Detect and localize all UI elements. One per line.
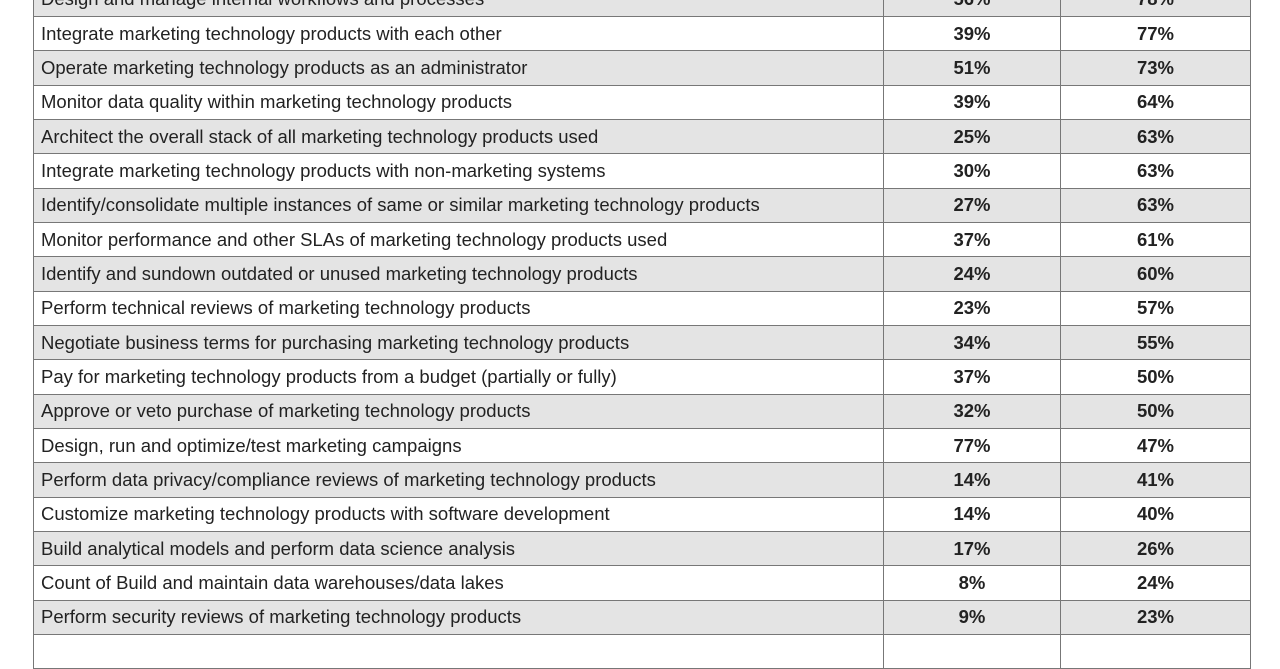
value-col-2: 23% (1060, 599, 1251, 636)
table-row: Monitor performance and other SLAs of ma… (33, 222, 1251, 258)
row-label: Negotiate business terms for purchasing … (33, 325, 884, 361)
value-col-2: 64% (1060, 84, 1251, 120)
value-col-1: 8% (883, 565, 1061, 601)
value-col-1: 30% (883, 153, 1061, 189)
row-label: Design, run and optimize/test marketing … (33, 428, 884, 464)
value-col-2: 63% (1060, 187, 1251, 224)
value-col-1: 37% (883, 359, 1061, 395)
value-col-2: 73% (1060, 50, 1251, 86)
value-col-2: 57% (1060, 290, 1251, 327)
value-col-1: 39% (883, 15, 1061, 52)
value-col-2: 47% (1060, 428, 1251, 464)
value-col-1: 51% (883, 50, 1061, 86)
value-col-2: 26% (1060, 531, 1251, 567)
row-label: Build analytical models and perform data… (33, 531, 884, 567)
table-row: Identify/consolidate multiple instances … (33, 187, 1251, 224)
table-row: Approve or veto purchase of marketing te… (33, 393, 1251, 430)
row-label: Perform security reviews of marketing te… (33, 599, 884, 636)
table-row: Monitor data quality within marketing te… (33, 84, 1251, 120)
table-row: Integrate marketing technology products … (33, 153, 1251, 189)
table-row: Identify and sundown outdated or unused … (33, 256, 1251, 292)
table-row: Architect the overall stack of all marke… (33, 118, 1251, 155)
value-col-1: 27% (883, 187, 1061, 224)
value-col-2: 63% (1060, 153, 1251, 189)
row-label: Customize marketing technology products … (33, 496, 884, 533)
row-label: Perform technical reviews of marketing t… (33, 290, 884, 327)
row-label: Integrate marketing technology products … (33, 153, 884, 189)
value-col-1: 39% (883, 84, 1061, 120)
row-label: Monitor performance and other SLAs of ma… (33, 222, 884, 258)
value-col-2: 55% (1060, 325, 1251, 361)
value-col-2: 50% (1060, 359, 1251, 395)
value-col-1: 24% (883, 256, 1061, 292)
value-col-1: 25% (883, 118, 1061, 155)
row-label: Approve or veto purchase of marketing te… (33, 393, 884, 430)
table-row: Pay for marketing technology products fr… (33, 359, 1251, 395)
value-col-1: 56% (883, 0, 1061, 17)
table-row: Perform security reviews of marketing te… (33, 599, 1251, 636)
row-label: Operate marketing technology products as… (33, 50, 884, 86)
table-row: Design and manage internal workflows and… (33, 0, 1251, 17)
value-col-2: 24% (1060, 565, 1251, 601)
table-row: Perform technical reviews of marketing t… (33, 290, 1251, 327)
value-col-1: 23% (883, 290, 1061, 327)
value-col-1: 34% (883, 325, 1061, 361)
row-label: Pay for marketing technology products fr… (33, 359, 884, 395)
value-col-2: 40% (1060, 496, 1251, 533)
row-label: Integrate marketing technology products … (33, 15, 884, 52)
table-row: Design, run and optimize/test marketing … (33, 428, 1251, 464)
row-label: Perform data privacy/compliance reviews … (33, 462, 884, 498)
table-row: Perform data privacy/compliance reviews … (33, 462, 1251, 498)
table-row: Negotiate business terms for purchasing … (33, 325, 1251, 361)
value-col-1: 37% (883, 222, 1061, 258)
value-col-1: 14% (883, 462, 1061, 498)
table-row: Customize marketing technology products … (33, 496, 1251, 533)
value-col-1: 9% (883, 599, 1061, 636)
row-label: Identify/consolidate multiple instances … (33, 187, 884, 224)
value-col-2: 77% (1060, 15, 1251, 52)
table-row: Count of Build and maintain data warehou… (33, 565, 1251, 601)
value-col-1: 32% (883, 393, 1061, 430)
value-col-1: 77% (883, 428, 1061, 464)
table-row: Integrate marketing technology products … (33, 15, 1251, 52)
value-col-2: 60% (1060, 256, 1251, 292)
row-label: Identify and sundown outdated or unused … (33, 256, 884, 292)
value-col-1: 17% (883, 531, 1061, 567)
responsibilities-table: Design and manage internal workflows and… (33, 0, 1251, 669)
value-col-2: 78% (1060, 0, 1251, 17)
row-label: Architect the overall stack of all marke… (33, 118, 884, 155)
value-col-2: 50% (1060, 393, 1251, 430)
value-col-2: 61% (1060, 222, 1251, 258)
row-label: Design and manage internal workflows and… (33, 0, 884, 17)
row-label: Monitor data quality within marketing te… (33, 84, 884, 120)
value-col-2: 63% (1060, 118, 1251, 155)
value-col-2: 41% (1060, 462, 1251, 498)
table-row: Build analytical models and perform data… (33, 531, 1251, 567)
row-label: Count of Build and maintain data warehou… (33, 565, 884, 601)
table-row: Operate marketing technology products as… (33, 50, 1251, 86)
value-col-1: 14% (883, 496, 1061, 533)
